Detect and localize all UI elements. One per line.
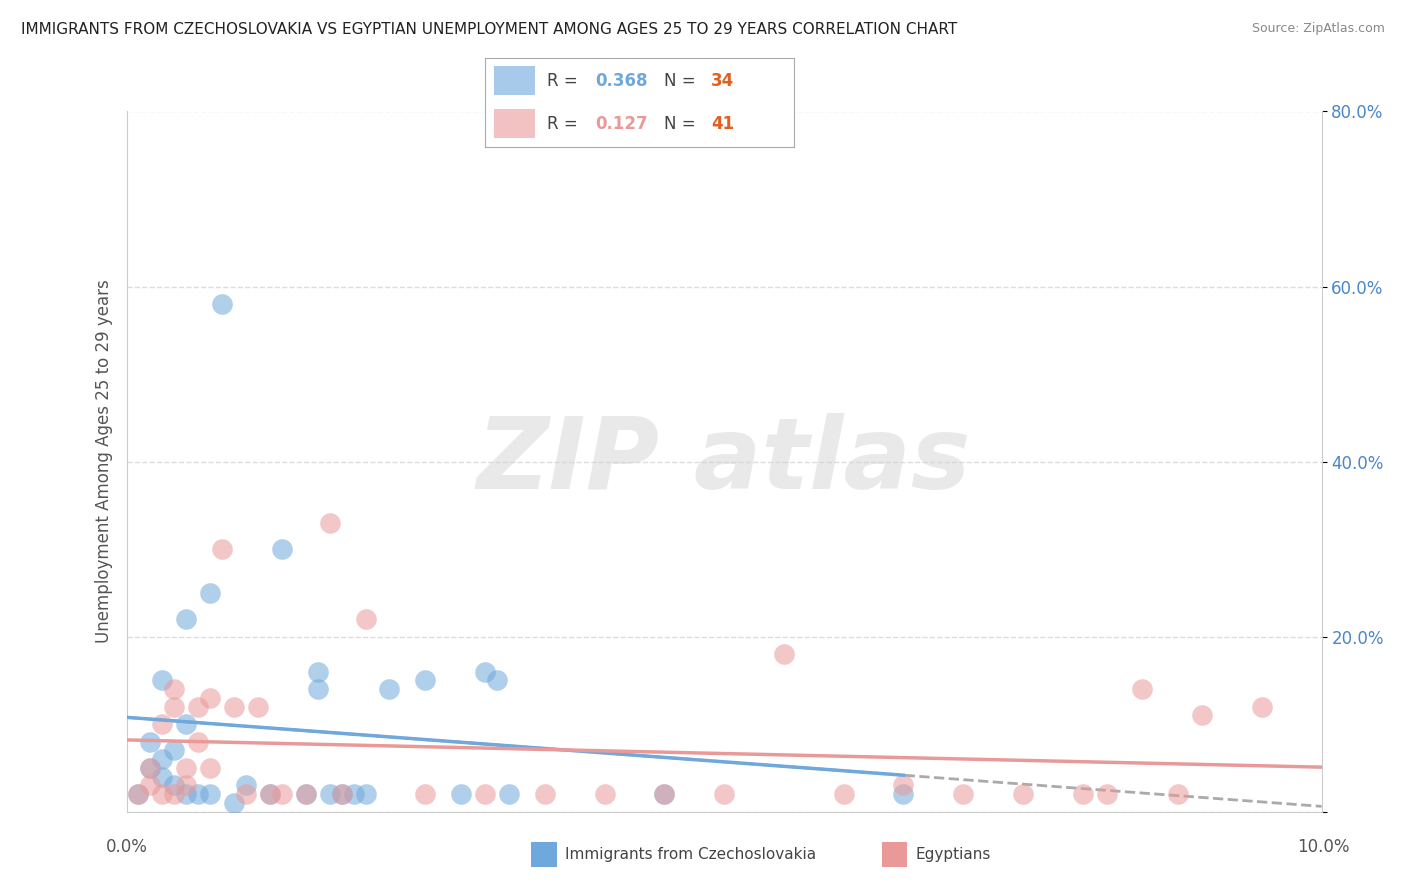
Bar [495,66,534,95]
Point [318,516,342,530]
Text: Immigrants from Czechoslovakia: Immigrants from Czechoslovakia [565,847,817,862]
Point [1071,787,1094,801]
Point [222,699,246,714]
Point [652,787,675,801]
Point [163,743,186,757]
Point [1130,682,1153,697]
Point [450,787,472,801]
Point [330,787,353,801]
Point [893,787,915,801]
Point [187,699,209,714]
Point [307,665,329,679]
Bar [495,109,534,138]
Point [235,779,257,793]
Point [187,735,209,749]
Point [415,787,437,801]
Text: 10.0%: 10.0% [1298,838,1350,855]
Point [222,796,246,810]
Text: ZIP atlas: ZIP atlas [477,413,972,510]
Text: 41: 41 [711,114,734,133]
Point [354,787,377,801]
Point [163,787,186,801]
Text: N =: N = [665,71,702,90]
Point [139,735,162,749]
Point [139,761,162,775]
Point [1167,787,1189,801]
Text: Egyptians: Egyptians [915,847,991,862]
Point [652,787,675,801]
Point [474,665,496,679]
Point [354,612,377,626]
Point [187,787,209,801]
Point [713,787,735,801]
Point [270,542,294,557]
Point [200,586,222,600]
Text: Source: ZipAtlas.com: Source: ZipAtlas.com [1251,22,1385,36]
Text: 0.127: 0.127 [595,114,648,133]
Point [318,787,342,801]
Point [307,682,329,697]
Text: IMMIGRANTS FROM CZECHOSLOVAKIA VS EGYPTIAN UNEMPLOYMENT AMONG AGES 25 TO 29 YEAR: IMMIGRANTS FROM CZECHOSLOVAKIA VS EGYPTI… [21,22,957,37]
Point [174,787,197,801]
Point [174,779,197,793]
Point [127,787,149,801]
Point [294,787,316,801]
Text: 34: 34 [711,71,734,90]
Point [343,787,366,801]
Point [486,673,509,688]
Text: 0.0%: 0.0% [105,838,148,855]
Text: R =: R = [547,71,583,90]
Point [211,297,233,311]
Point [498,787,520,801]
Point [152,717,174,731]
Y-axis label: Unemployment Among Ages 25 to 29 years: Unemployment Among Ages 25 to 29 years [94,280,112,643]
Point [893,779,915,793]
Point [330,787,353,801]
Point [832,787,855,801]
Point [200,787,222,801]
Point [174,717,197,731]
Point [952,787,974,801]
Point [1095,787,1118,801]
Point [415,673,437,688]
Point [163,699,186,714]
Text: 0.368: 0.368 [595,71,647,90]
Point [200,761,222,775]
Point [174,761,197,775]
Point [152,673,174,688]
Point [152,787,174,801]
Point [163,779,186,793]
Point [247,699,270,714]
Point [139,761,162,775]
Point [174,612,197,626]
Point [593,787,616,801]
Point [163,682,186,697]
Point [270,787,294,801]
Point [474,787,496,801]
Point [773,647,796,661]
Text: N =: N = [665,114,702,133]
Point [294,787,316,801]
Point [200,690,222,705]
Point [1251,699,1274,714]
Point [534,787,557,801]
Point [378,682,401,697]
Point [152,752,174,766]
Point [152,770,174,784]
Text: R =: R = [547,114,583,133]
Point [1191,708,1213,723]
Point [211,542,233,557]
Point [127,787,149,801]
Point [139,779,162,793]
Point [235,787,257,801]
Point [259,787,281,801]
Point [259,787,281,801]
Point [1011,787,1033,801]
